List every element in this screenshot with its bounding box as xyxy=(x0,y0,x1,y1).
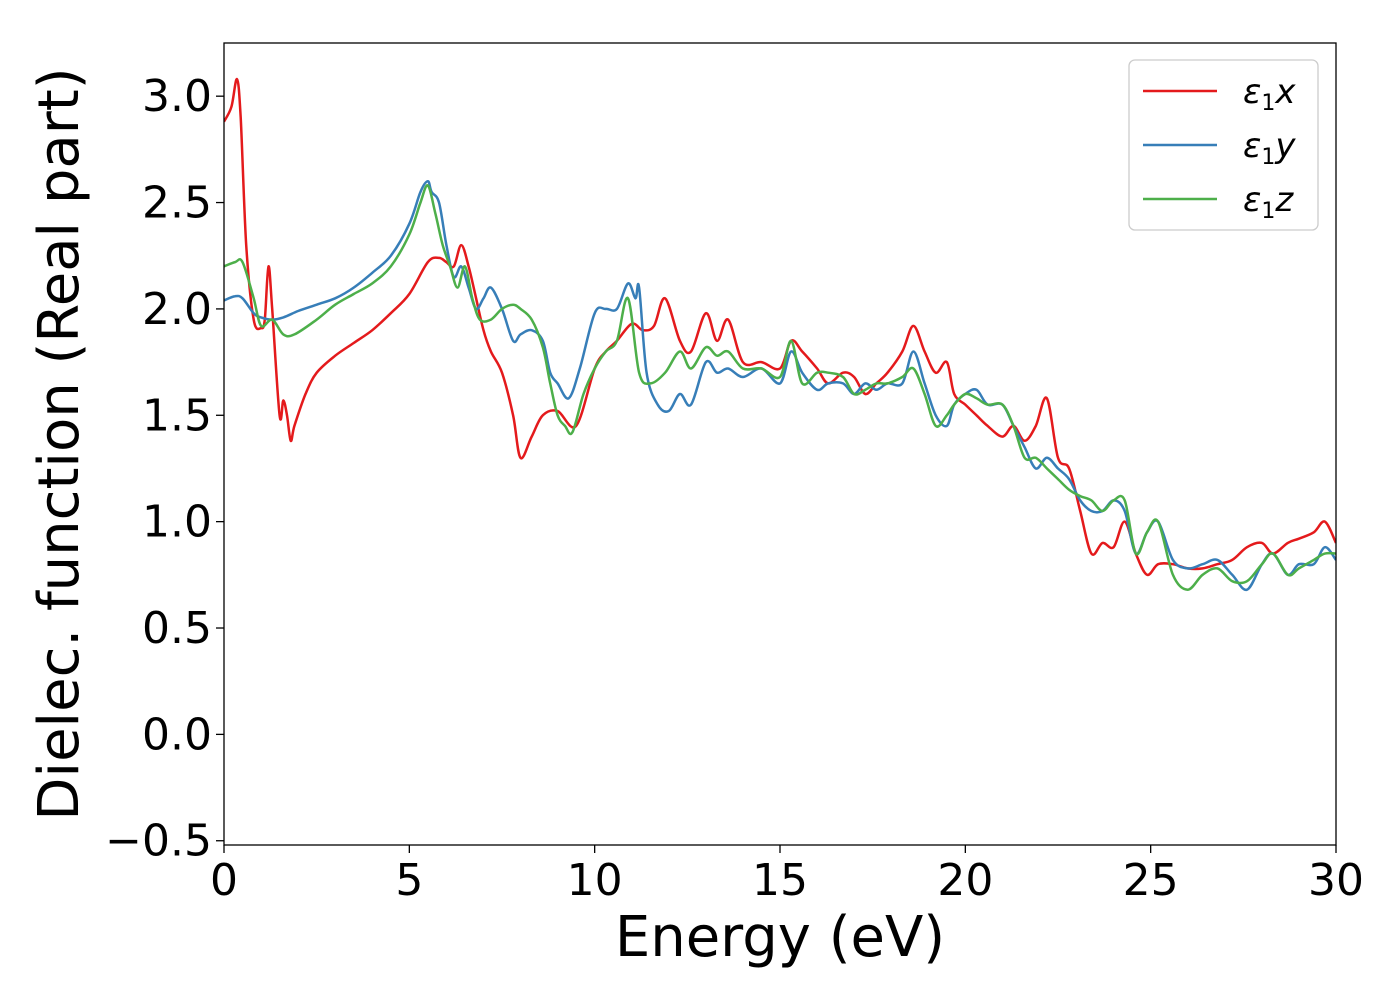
x-axis-label: Energy (eV) xyxy=(615,905,945,970)
legend-label-x: ε1x xyxy=(1243,72,1296,116)
legend-subscript: 1 xyxy=(1261,145,1275,170)
y-tick-label: 3.0 xyxy=(142,71,212,122)
legend-subscript: 1 xyxy=(1261,91,1275,116)
series-line-y xyxy=(224,180,1336,592)
axis-ticks: 0 5 10 15 20 25 30 −0.5 0.0 0.5 1.0 1.5 2.0 2.5 3.0 xyxy=(105,71,1364,906)
legend-component: y xyxy=(1274,126,1296,166)
legend-symbol: ε xyxy=(1243,126,1261,166)
x-tick-label: 10 xyxy=(567,855,623,906)
x-tick-label: 25 xyxy=(1123,855,1179,906)
x-tick-label: 20 xyxy=(937,855,993,906)
legend-label-y: ε1y xyxy=(1243,126,1296,170)
x-tick-label: 0 xyxy=(210,855,238,906)
legend-box xyxy=(1128,59,1319,231)
y-tick-label: 0.0 xyxy=(142,709,212,760)
x-tick-label: 15 xyxy=(752,855,808,906)
legend-subscript: 1 xyxy=(1261,199,1275,224)
y-tick-label: 1.0 xyxy=(142,497,212,548)
series-lines xyxy=(224,77,1336,592)
series-line-x xyxy=(224,77,1336,577)
y-axis-label: Dielec. function (Real part) xyxy=(27,67,92,820)
y-tick-label: 2.5 xyxy=(142,178,212,229)
y-tick-label: 0.5 xyxy=(142,603,212,654)
x-tick-label: 5 xyxy=(395,855,423,906)
legend-symbol: ε xyxy=(1243,72,1261,112)
y-tick-label: 1.5 xyxy=(142,390,212,441)
legend-symbol: ε xyxy=(1243,180,1261,220)
y-tick-label: 2.0 xyxy=(142,284,212,335)
legend-component: x xyxy=(1274,72,1296,112)
series-line-z xyxy=(224,184,1336,591)
legend-label-z: ε1z xyxy=(1243,180,1294,224)
x-tick-label: 30 xyxy=(1308,855,1364,906)
legend-component: z xyxy=(1274,180,1294,220)
y-tick-label: −0.5 xyxy=(105,816,212,867)
